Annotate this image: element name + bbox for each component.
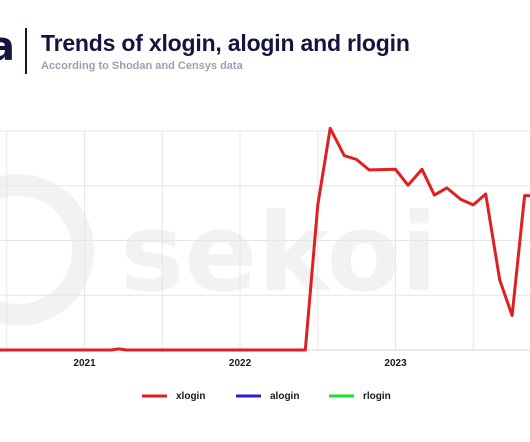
legend-label-xlogin: xlogin [176,391,205,402]
legend-label-alogin: alogin [270,391,299,402]
watermark: sekoi [0,174,438,326]
watermark-text: sekoi [120,191,438,316]
chart-subtitle: According to Shodan and Censys data [41,60,243,72]
brand-logo: a [0,24,15,70]
watermark-ring-icon [0,174,94,326]
legend-label-rlogin: rlogin [363,391,391,402]
series-line-xlogin [0,126,530,352]
chart-header: a Trends of xlogin, alogin and rlogin Ac… [0,0,530,80]
x-tick-label: 2021 [73,358,96,369]
x-axis-ticks: 2021 2022 2023 [73,358,407,369]
header-divider [25,28,27,74]
grid [0,130,530,351]
series-lines [0,126,530,352]
chart-title: Trends of xlogin, alogin and rlogin [41,30,410,56]
x-tick-label: 2023 [384,358,407,369]
legend: xlogin alogin rlogin [142,391,391,402]
x-tick-label: 2022 [229,358,252,369]
